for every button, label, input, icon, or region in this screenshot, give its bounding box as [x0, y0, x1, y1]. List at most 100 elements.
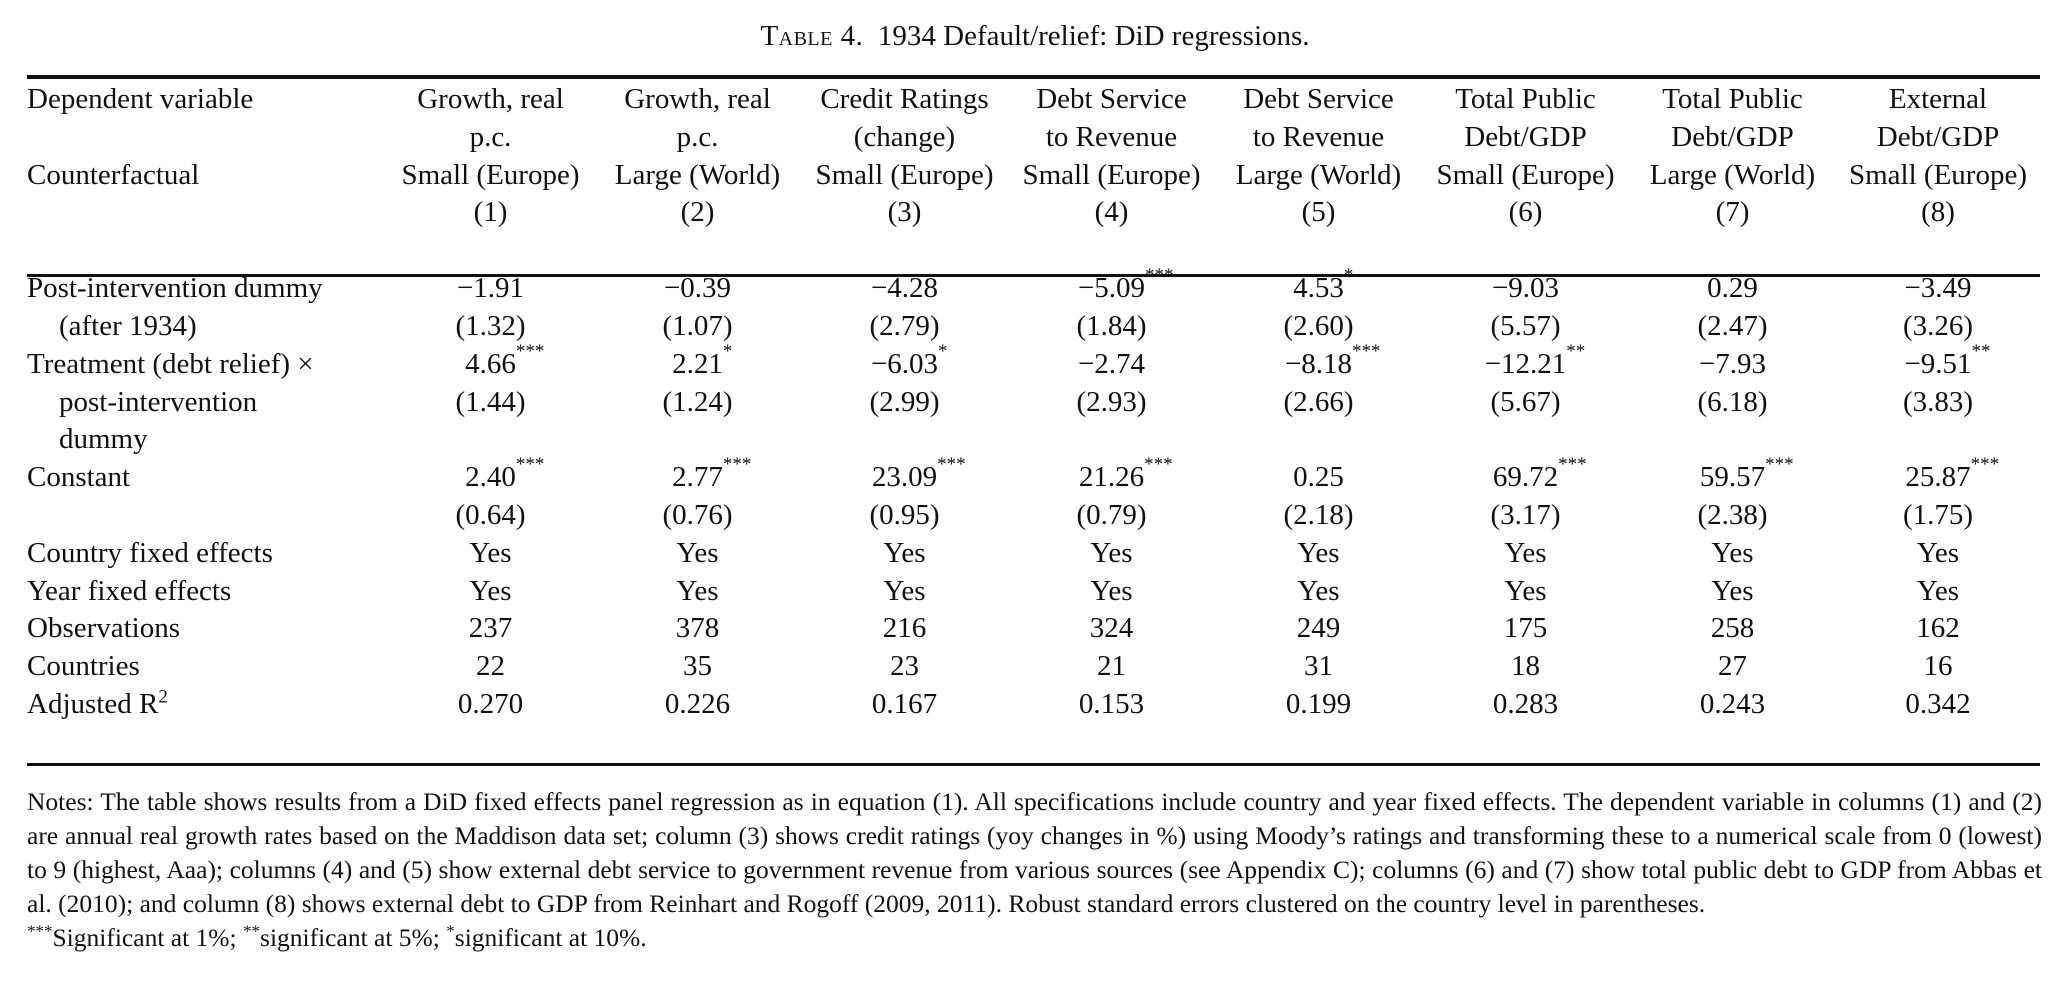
statistic-cell: 16 [1836, 648, 2040, 686]
dependent-variable-cell: Debt Service [1215, 81, 1422, 119]
coefficient-cell: −2.74 [1008, 346, 1215, 384]
row-label-text: Year fixed effects [27, 574, 232, 607]
standard-error-cell: (1.32) [387, 308, 594, 346]
coefficient-number: 0.25 [1293, 461, 1344, 494]
column-number-cell: (1) [387, 194, 594, 232]
statistic-value: Yes [1504, 536, 1547, 569]
standard-error: (0.95) [869, 498, 940, 531]
standard-error: (1.44) [455, 385, 526, 418]
standard-error: (1.32) [455, 309, 526, 342]
statistic-cell: Yes [594, 573, 801, 611]
coefficient-cell: 4.66 *** [387, 342, 594, 384]
standard-error: (3.17) [1490, 498, 1561, 531]
standard-error-cell: (3.26) [1836, 308, 2040, 346]
coefficient-cell: 2.77 *** [594, 455, 801, 497]
statistic-value: 324 [1089, 612, 1134, 645]
statistic-value: 18 [1511, 650, 1540, 683]
table-notes: Notes: The table shows results from a Di… [27, 785, 2042, 955]
statistic-value: 237 [468, 612, 513, 645]
row-label: Post-intervention dummy [27, 270, 387, 308]
row-label [27, 119, 387, 157]
standard-error: (2.47) [1697, 309, 1768, 342]
coefficient-number: 2.77 [672, 461, 723, 494]
statistic-value: 0.199 [1285, 687, 1352, 720]
row-label-text: Constant [27, 461, 131, 494]
counterfactual-cell: Small (Europe) [387, 157, 594, 195]
statistic-value: Yes [1916, 536, 1960, 569]
standard-error-row: (after 1934) (1.32) (1.07) (2.79) (1.84) (2.6… [27, 308, 2040, 346]
standard-error-cell: (3.17) [1422, 497, 1629, 535]
statistic-cell: 18 [1422, 648, 1629, 686]
statistic-cell: 237 [387, 610, 594, 648]
standard-error: (2.79) [869, 309, 940, 342]
column-number: (1) [473, 196, 508, 229]
row-label [27, 497, 387, 535]
coefficient-cell: −9.51 ** [1836, 340, 2040, 384]
statistic-value: 175 [1503, 612, 1548, 645]
standard-error-cell: (2.18) [1215, 497, 1422, 535]
row-label-text: Dependent variable [27, 83, 254, 115]
standard-error-cell: (2.79) [801, 308, 1008, 346]
coefficient-value: 4.53 * [1293, 265, 1354, 305]
coefficient-cell: 0.29 [1629, 270, 1836, 308]
statistic-cell: Yes [594, 535, 801, 573]
coefficient-number: −8.18 [1284, 347, 1353, 380]
coefficient-number: 2.40 [465, 461, 516, 494]
coefficient-number: −3.49 [1904, 272, 1972, 305]
dependent-line-1: Total Public [1455, 83, 1596, 115]
empty-cell [1629, 421, 1836, 459]
counterfactual-cell: Small (Europe) [801, 157, 1008, 195]
statistic-cell: Yes [387, 535, 594, 573]
statistic-value: Yes [1297, 574, 1340, 607]
statistic-value: 16 [1923, 650, 1953, 683]
header-row-counterfactual: Counterfactual Small (Europe) Large (World… [27, 157, 2040, 195]
statistic-value: 0.270 [457, 687, 524, 720]
counterfactual-cell: Small (Europe) [1422, 157, 1629, 195]
dependent-line-1: Growth, real [417, 83, 564, 115]
statistic-cell: Yes [1629, 573, 1836, 611]
coefficient-number: 59.57 [1699, 461, 1766, 494]
statistic-cell: 0.283 [1422, 686, 1629, 724]
row-label: Dependent variable [27, 81, 387, 119]
statistic-cell: 249 [1215, 610, 1422, 648]
statistic-row: Adjusted R2 0.270 0.226 0.167 0.153 0.199 0.28… [27, 686, 2040, 724]
top-rule [27, 75, 2040, 79]
statistic-value: 0.283 [1492, 687, 1559, 720]
dependent-line-2: to Revenue [1045, 120, 1178, 153]
statistic-cell: 0.226 [594, 686, 801, 724]
standard-error: (3.26) [1902, 309, 1974, 342]
coefficient-cell: −5.09 *** [1008, 266, 1215, 308]
standard-error: (0.76) [662, 498, 733, 531]
counterfactual-cell: Small (Europe) [1008, 157, 1215, 195]
coefficient-row: Post-intervention dummy −1.91 −0.39 −4.28 −5… [27, 265, 2040, 308]
coefficient-cell: −0.39 [594, 270, 801, 308]
statistic-value: Yes [1711, 536, 1754, 569]
coefficient-value: −2.74 [1078, 348, 1145, 380]
standard-error-cell: (1.07) [594, 308, 801, 346]
coefficient-number: −12.21 [1484, 347, 1567, 380]
standard-error-cell: (2.66) [1215, 384, 1422, 422]
regression-table: Dependent variable Growth, real Growth, re… [27, 0, 2040, 724]
standard-error: (2.60) [1283, 309, 1354, 342]
statistic-value: 0.243 [1699, 687, 1766, 720]
standard-error: (6.18) [1697, 385, 1768, 418]
header-row-column-number: (1) (2) (3) (4) (5) (6) (7) (8) [27, 194, 2040, 232]
standard-error: (1.07) [662, 309, 733, 342]
dependent-line-1: Total Public [1662, 83, 1803, 115]
coefficient-cell: 2.40 *** [387, 454, 594, 497]
row-label-text: dummy [59, 423, 148, 456]
coefficient-value: −9.51 ** [1904, 340, 1991, 380]
statistic-cell: Yes [801, 573, 1008, 611]
row-label: Counterfactual [27, 157, 387, 195]
significance-mark: *** [27, 921, 53, 941]
column-number-cell: (8) [1836, 194, 2040, 232]
dependent-line-1: Credit Ratings [820, 83, 989, 115]
standard-error: (2.93) [1076, 385, 1147, 418]
statistic-value: 31 [1304, 650, 1333, 683]
standard-error-cell: (0.76) [594, 497, 801, 535]
coefficient-number: 69.72 [1492, 461, 1559, 494]
coefficient-value: 2.40 *** [465, 454, 545, 494]
row-label: Treatment (debt relief) × [27, 346, 387, 384]
coefficient-number: −6.03 [870, 347, 939, 380]
dependent-variable-cell: (change) [801, 119, 1008, 157]
